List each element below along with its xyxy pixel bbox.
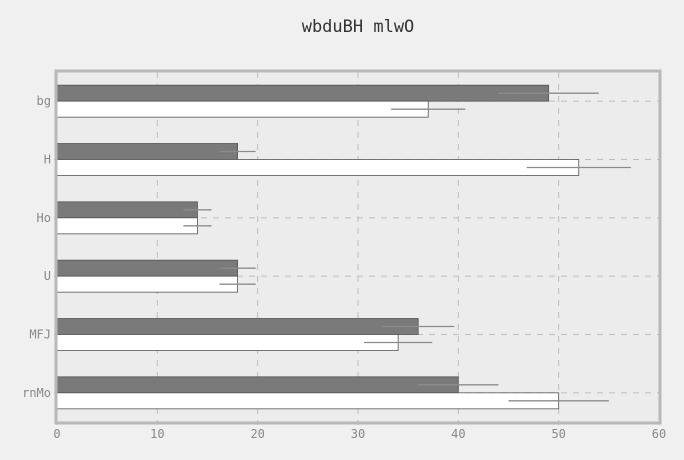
x-tick-label: 0 (53, 427, 60, 441)
y-tick-label: rnMo (22, 386, 51, 400)
x-tick-label: 20 (250, 427, 264, 441)
x-tick-label: 50 (551, 427, 565, 441)
plot-area: bg H Ho U MFJ rnMo 0 10 20 30 40 50 60 (22, 69, 666, 441)
bar (56, 84, 550, 102)
y-tick-label: U (44, 269, 51, 283)
bar (56, 275, 239, 293)
x-tick-label: 40 (451, 427, 465, 441)
bar (56, 376, 459, 394)
y-tick-label: MFJ (29, 328, 51, 342)
y-tick-label: Ho (37, 211, 51, 225)
x-tick-label: 60 (652, 427, 666, 441)
bar (56, 392, 560, 410)
bar (56, 318, 419, 335)
y-tick-label: bg (37, 94, 51, 108)
bar (56, 217, 198, 235)
x-tick-label: 30 (351, 427, 365, 441)
bar (56, 159, 580, 176)
bar (56, 100, 429, 118)
y-tick-label: H (44, 153, 51, 167)
x-tick-label: 10 (150, 427, 164, 441)
bar (56, 334, 399, 351)
plot-frame (54, 69, 662, 425)
bar (56, 201, 198, 219)
bar (56, 143, 239, 160)
chart-title: wbduBH mlwO (302, 17, 415, 37)
bar (56, 259, 239, 277)
